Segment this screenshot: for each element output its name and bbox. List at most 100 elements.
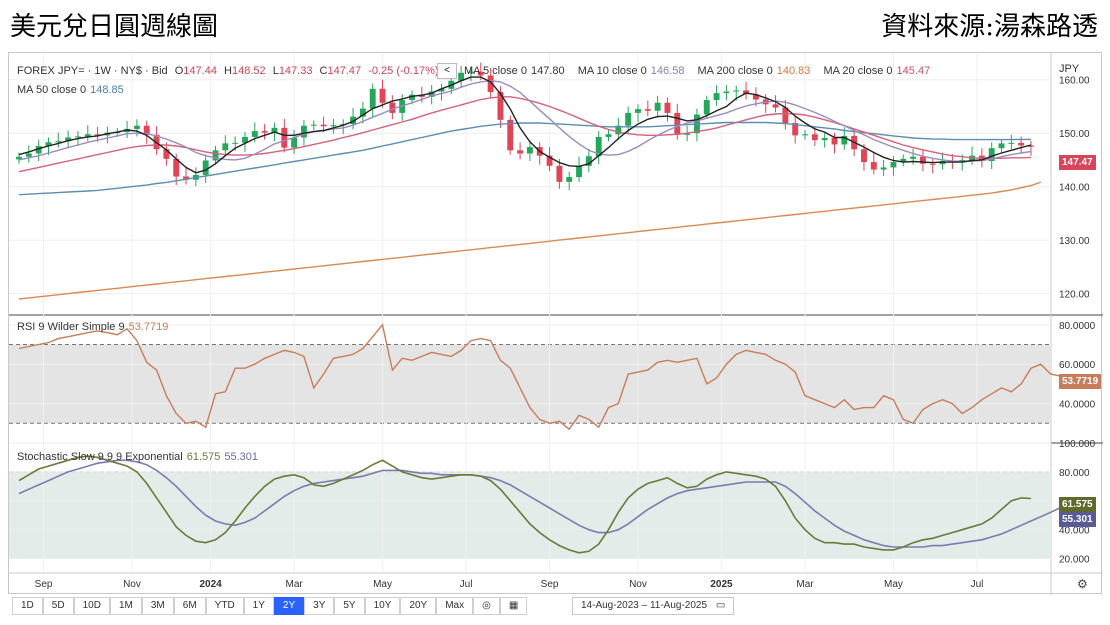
- last-price-badge: 147.47: [1059, 155, 1096, 170]
- candle-body: [713, 93, 720, 101]
- range-button-1y[interactable]: 1Y: [243, 597, 274, 615]
- candle-body: [25, 153, 32, 157]
- legend-collapse-button[interactable]: <: [437, 63, 457, 79]
- candle-body: [45, 142, 52, 147]
- candle-body: [143, 125, 150, 135]
- open-label: O: [174, 65, 184, 77]
- ma10-label: MA 10 close 0: [577, 65, 647, 77]
- candle-body: [644, 109, 651, 111]
- candle-body: [310, 124, 317, 126]
- rsi-tick-label: 60.0000: [1059, 360, 1096, 371]
- price-tick-label: 120.00: [1059, 290, 1090, 301]
- ma5-line: [18, 76, 1032, 174]
- candle-body: [684, 133, 691, 135]
- candle-body: [212, 150, 219, 161]
- range-button-20y[interactable]: 20Y: [400, 597, 437, 615]
- range-button-6m[interactable]: 6M: [173, 597, 206, 615]
- chart-title: 美元兌日圓週線圖: [10, 12, 219, 42]
- range-button-5d[interactable]: 5D: [42, 597, 74, 615]
- ma200-line: [18, 181, 1042, 300]
- currency-label: JPY: [1059, 63, 1080, 75]
- range-button-3m[interactable]: 3M: [141, 597, 174, 615]
- range-button-5y[interactable]: 5Y: [334, 597, 365, 615]
- candle-body: [703, 100, 710, 115]
- candle-body: [281, 127, 288, 148]
- x-tick-label: Mar: [285, 579, 303, 590]
- candle-body: [271, 127, 278, 133]
- range-button-10d[interactable]: 10D: [73, 597, 110, 615]
- candle-body: [291, 137, 298, 148]
- range-button-ytd[interactable]: YTD: [205, 597, 244, 615]
- rsi-tick-label: 80.0000: [1059, 321, 1096, 332]
- candle-body: [75, 136, 81, 138]
- table-icon[interactable]: ▦: [499, 597, 528, 615]
- candle-body: [605, 134, 612, 137]
- candle-body: [300, 125, 307, 138]
- range-button-2y[interactable]: 2Y: [273, 597, 305, 615]
- candle-body: [723, 91, 730, 94]
- chart-frame[interactable]: 120.00 130.00 140.00 150.00 160.00 40.0000 60.…: [8, 52, 1103, 595]
- source-label: 資料來源:湯森路透: [881, 12, 1098, 42]
- candle-body: [556, 165, 563, 182]
- x-tick-label: Sep: [541, 579, 559, 590]
- rsi-value: 53.7719: [128, 321, 169, 333]
- candle-body: [998, 143, 1005, 149]
- open-value: 147.44: [183, 65, 217, 77]
- range-button-3y[interactable]: 3Y: [304, 597, 335, 615]
- candle-body: [733, 90, 740, 92]
- candle-body: [507, 119, 514, 151]
- price-tick-label: 150.00: [1059, 129, 1090, 140]
- stoch-d-badge: 55.301: [1059, 512, 1096, 527]
- candle-body: [674, 112, 681, 135]
- x-tick-label: 2024: [199, 579, 222, 590]
- candle-body: [566, 177, 573, 182]
- stoch-d-line: [18, 459, 1061, 548]
- candle-body: [359, 108, 366, 117]
- range-button-1d[interactable]: 1D: [12, 597, 43, 615]
- candle-body: [802, 134, 808, 136]
- candle-body: [635, 109, 641, 113]
- range-button-max[interactable]: Max: [436, 597, 474, 615]
- candle-body: [900, 158, 907, 163]
- stoch-tick-label: 40.000: [1059, 526, 1090, 537]
- candle-body: [831, 138, 838, 145]
- candle-body: [487, 75, 494, 93]
- candle-body: [222, 143, 229, 151]
- x-tick-label: Nov: [123, 579, 141, 590]
- target-icon[interactable]: ◎: [473, 597, 500, 615]
- stoch-label: Stochastic Slow 9 9 9 Exponential: [17, 451, 183, 463]
- candle-body: [94, 134, 101, 136]
- candle-body: [615, 125, 622, 135]
- candle-body: [890, 162, 897, 168]
- stoch-k-value: 61.575: [186, 451, 221, 463]
- candle-body: [792, 123, 799, 136]
- candle-body: [664, 102, 671, 113]
- candle-body: [910, 156, 917, 159]
- candle-body: [84, 134, 91, 137]
- chart-svg[interactable]: 120.00 130.00 140.00 150.00 160.00 40.0000 60.…: [9, 53, 1103, 595]
- candle-body: [870, 162, 877, 170]
- ma200-value: 140.83: [776, 65, 811, 77]
- change-value: -0.25 (-0.17%): [368, 65, 439, 77]
- ma200-label: MA 200 close 0: [697, 65, 773, 77]
- candle-body: [438, 88, 445, 92]
- x-tick-label: 2025: [710, 579, 733, 590]
- stoch-d-value: 55.301: [224, 451, 259, 463]
- calendar-icon: ▭: [715, 600, 726, 611]
- close-value: 147.47: [327, 65, 362, 77]
- candle-body: [65, 137, 72, 142]
- stoch-tick-label: 100.000: [1059, 439, 1096, 450]
- range-button-10y[interactable]: 10Y: [364, 597, 401, 615]
- date-range-picker[interactable]: 14-Aug-2023 – 11-Aug-2025 ▭: [572, 597, 735, 615]
- x-tick-label: Jul: [971, 579, 984, 590]
- rsi-tick-label: 40.0000: [1059, 400, 1096, 411]
- settings-icon[interactable]: ⚙: [1077, 577, 1088, 591]
- stoch-tick-label: 20.000: [1059, 555, 1090, 566]
- symbol-label: FOREX JPY= · 1W · NY$ · Bid: [17, 65, 168, 77]
- ma10-value: 146.58: [650, 65, 685, 77]
- candle-body: [526, 147, 533, 154]
- range-button-1m[interactable]: 1M: [109, 597, 142, 615]
- candle-body: [576, 165, 582, 178]
- candle-body: [821, 138, 828, 141]
